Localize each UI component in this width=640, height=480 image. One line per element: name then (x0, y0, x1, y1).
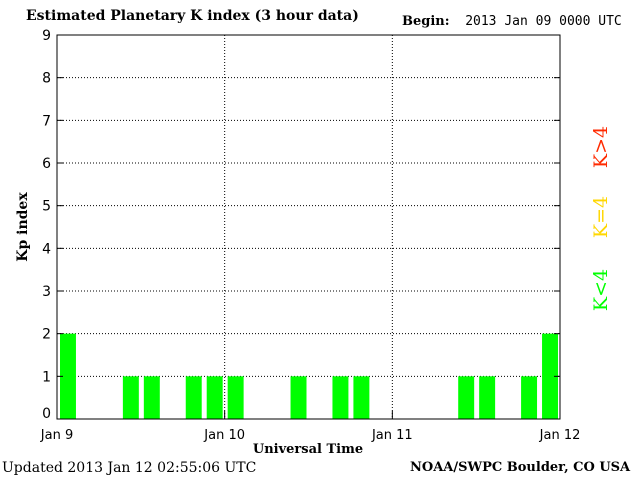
y-tick-label: 5 (42, 199, 51, 215)
kp-bar (206, 376, 223, 419)
begin-timestamp: Begin: 2013 Jan 09 0000 UTC (402, 14, 622, 29)
chart-title: Estimated Planetary K index (3 hour data… (26, 8, 359, 24)
y-axis-ticks: 0 1 2 3 4 5 6 7 8 9 (42, 28, 560, 422)
y-tick-label: 7 (42, 113, 51, 129)
updated-timestamp: Updated 2013 Jan 12 02:55:06 UTC (2, 460, 257, 476)
y-tick-label: 0 (42, 406, 51, 422)
x-tick-label: Jan 11 (371, 428, 413, 443)
grid-lines (57, 35, 560, 419)
legend-label: K<4 (590, 268, 612, 312)
y-tick-label: 6 (42, 156, 51, 172)
kp-bar (227, 376, 244, 419)
kp-bar (479, 376, 496, 419)
begin-value: 2013 Jan 09 0000 UTC (465, 14, 622, 29)
y-axis-label: Kp index (15, 192, 31, 262)
x-axis-label: Universal Time (253, 442, 363, 457)
y-tick-label: 3 (42, 284, 51, 300)
y-tick-label: 8 (42, 71, 51, 87)
kp-bar (332, 376, 349, 419)
kp-bar (185, 376, 202, 419)
kp-bar (143, 376, 160, 419)
plot-frame (56, 34, 561, 420)
y-tick-label: 9 (42, 28, 51, 44)
kp-bar (60, 333, 76, 419)
legend-label: K=4 (590, 195, 612, 239)
kp-bar (122, 376, 139, 419)
kp-bar (290, 376, 307, 419)
x-tick-label: Jan 9 (40, 428, 73, 443)
kp-bar (458, 376, 475, 419)
begin-label: Begin: (402, 14, 450, 29)
legend-label: K>4 (590, 125, 612, 169)
x-tick-label: Jan 12 (539, 428, 581, 443)
credit-line: NOAA/SWPC Boulder, CO USA (410, 460, 631, 475)
x-axis-ticks: Jan 9 Jan 10 Jan 11 Jan 12 (40, 411, 581, 443)
kp-bar (353, 376, 370, 419)
kp-bars (60, 333, 558, 419)
y-tick-label: 2 (42, 327, 51, 343)
kp-bar (542, 333, 558, 419)
y-tick-label: 1 (42, 369, 51, 385)
kp-bar (521, 376, 538, 419)
y-tick-label: 4 (42, 241, 51, 257)
x-tick-label: Jan 10 (203, 428, 245, 443)
